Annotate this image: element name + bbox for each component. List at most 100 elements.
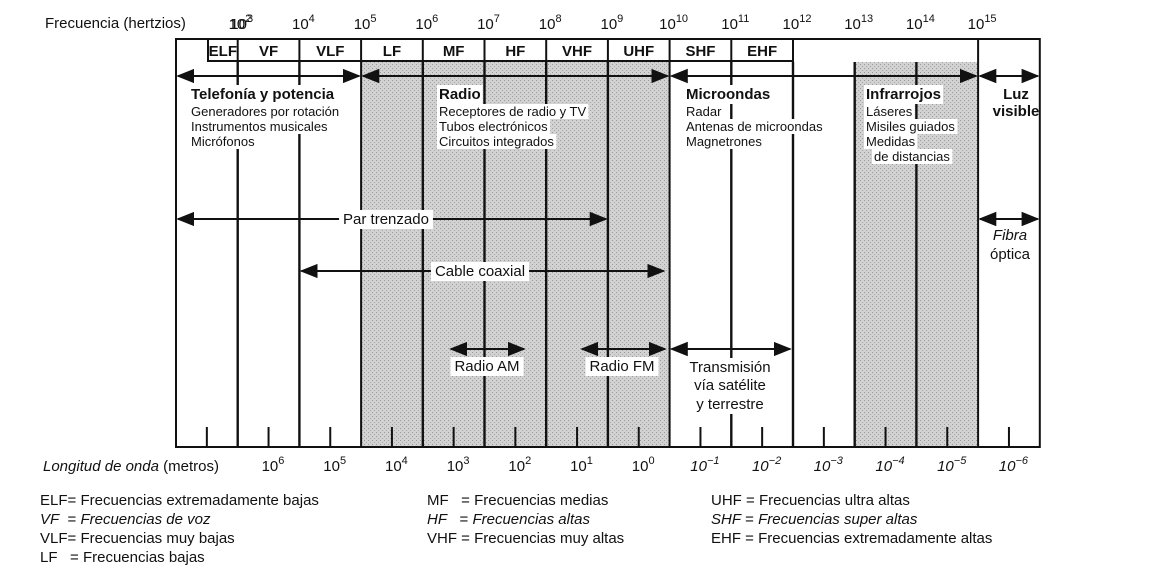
tick-base: 10 — [508, 458, 525, 475]
legend-column-1: ELF= Frecuencias extremadamente bajas VF … — [40, 491, 319, 567]
legend-abbr: VF — [40, 511, 60, 528]
wavelength-tick-label: 10−5 — [937, 455, 967, 475]
legend-text: Frecuencias bajas — [82, 549, 205, 566]
category-title: Luz — [1003, 86, 1029, 103]
legend-text: Frecuencias ultra altas — [758, 492, 910, 509]
wavelength-tick-label: 10−4 — [875, 455, 904, 475]
label-backdrop — [684, 134, 765, 149]
legend-row-elf: ELF= Frecuencias extremadamente bajas — [40, 491, 319, 510]
legend-row-vf: VF = Frecuencias de voz — [40, 510, 319, 529]
legend-row-hf: HF = Frecuencias altas — [427, 510, 624, 529]
frequency-tick-label: 1012 — [783, 13, 812, 33]
wavelength-tick-label: 101 — [570, 455, 593, 475]
wavelength-tick-label: 104 — [385, 455, 408, 475]
tick-base: 10 — [600, 16, 617, 33]
wavelength-tick-label: 105 — [323, 455, 346, 475]
label-backdrop — [864, 119, 958, 134]
radio-am-label: Radio AM — [454, 358, 519, 375]
tick-exponent: 7 — [494, 13, 500, 25]
tick-exponent: 6 — [432, 13, 438, 25]
category-title: visible — [993, 103, 1040, 120]
wavelength-tick-label: 10−6 — [999, 455, 1029, 475]
legend-abbr: EHF — [711, 530, 741, 547]
frequency-tick-label: 1014 — [906, 13, 935, 33]
label-backdrop — [339, 210, 433, 229]
legend-abbr: SHF — [711, 511, 741, 528]
label-backdrop — [189, 85, 337, 104]
category-title: Telefonía y potencia — [191, 86, 335, 103]
category-item: Medidas — [866, 134, 916, 149]
category-item: Láseres — [866, 104, 913, 119]
label-backdrop — [437, 119, 551, 134]
tick-base: 10 — [570, 458, 587, 475]
tick-base: 10 — [690, 458, 707, 475]
tick-base: 10 — [906, 16, 923, 33]
tick-exponent: 5 — [370, 13, 376, 25]
frequency-tick-label: 1011 — [721, 13, 749, 33]
category-item: de distancias — [874, 149, 950, 164]
label-backdrop — [437, 85, 483, 104]
category-item: Magnetrones — [686, 134, 762, 149]
spectrum-diagram: ELF VF VLF LF MF HF VHF UHF SHF EHF Frecuencia (h… — [43, 13, 1041, 475]
legend-row-vlf: VLF= Frecuencias muy bajas — [40, 529, 319, 548]
category-title: Radio — [439, 86, 481, 103]
frequency-tick-label: 107 — [477, 13, 500, 33]
category-title: Infrarrojos — [866, 86, 941, 103]
legend-sep: = — [741, 492, 759, 509]
label-backdrop — [864, 134, 918, 149]
tick-base: 10 — [262, 458, 279, 475]
tick-exponent: 14 — [923, 13, 935, 25]
wavelength-tick-label: 100 — [632, 455, 655, 475]
tick-exponent: 1 — [587, 455, 593, 467]
category-item: Circuitos integrados — [439, 134, 554, 149]
category-item: Tubos electrónicos — [439, 119, 548, 134]
fiber-label: Fibra — [993, 227, 1027, 244]
frequency-axis-label: Frecuencia (hertzios) — [45, 15, 186, 32]
legend-abbr: UHF — [711, 492, 742, 509]
tick-base: 10 — [447, 458, 464, 475]
label-backdrop — [685, 358, 775, 377]
legend-text: Frecuencias extremadamente altas — [758, 530, 993, 547]
label-backdrop — [692, 395, 768, 414]
tick-base: 10 — [814, 458, 831, 475]
satellite-label: vía satélite — [694, 377, 766, 394]
wavelength-axis-label-unit: (metros) — [159, 458, 219, 475]
legend-sep: = — [448, 492, 475, 509]
tick-base: 10 — [752, 458, 769, 475]
tick-exponent: −4 — [892, 455, 905, 467]
coax-label: Cable coaxial — [435, 263, 525, 280]
legend-text: Frecuencias muy bajas — [80, 530, 235, 547]
tick-exponent: 2 — [245, 13, 251, 25]
wavelength-tick-label: 103 — [447, 455, 470, 475]
label-backdrop — [430, 262, 530, 281]
frequency-tick-label: 103 — [230, 13, 253, 33]
legend-sep: = — [447, 511, 473, 528]
band-label-ehf: EHF — [747, 43, 777, 60]
label-backdrop — [985, 245, 1035, 264]
category-item: Misiles guiados — [866, 119, 955, 134]
legend-text: Frecuencias de voz — [80, 511, 211, 528]
category-item: Receptores de radio y TV — [439, 104, 586, 119]
frequency-tick-label: 104 — [292, 13, 315, 33]
legend-sep: = — [67, 530, 81, 547]
frequency-tick-label: 1015 — [968, 13, 997, 33]
label-backdrop — [684, 104, 725, 119]
legend-text: Frecuencias extremadamente bajas — [80, 492, 319, 509]
frequency-tick-label: 1010 — [659, 13, 688, 33]
band-label-hf: HF — [505, 43, 525, 60]
wavelength-tick-label: 10−2 — [752, 455, 781, 475]
legend-abbr: VLF — [40, 530, 68, 547]
tick-exponent: 12 — [799, 13, 811, 25]
band-label-vhf: VHF — [562, 43, 592, 60]
tick-exponent: 11 — [738, 13, 749, 25]
twisted-pair-label: Par trenzado — [343, 211, 429, 228]
tick-exponent: −2 — [769, 455, 782, 467]
tick-base: 10 — [999, 458, 1016, 475]
frequency-tick-label: 109 — [600, 13, 623, 33]
tick-exponent: 15 — [984, 13, 996, 25]
legend-abbr: ELF — [40, 492, 68, 509]
tick-base: 10 — [354, 16, 371, 33]
category-item: Generadores por rotación — [191, 104, 339, 119]
frequency-tick-label: 108 — [539, 13, 562, 33]
